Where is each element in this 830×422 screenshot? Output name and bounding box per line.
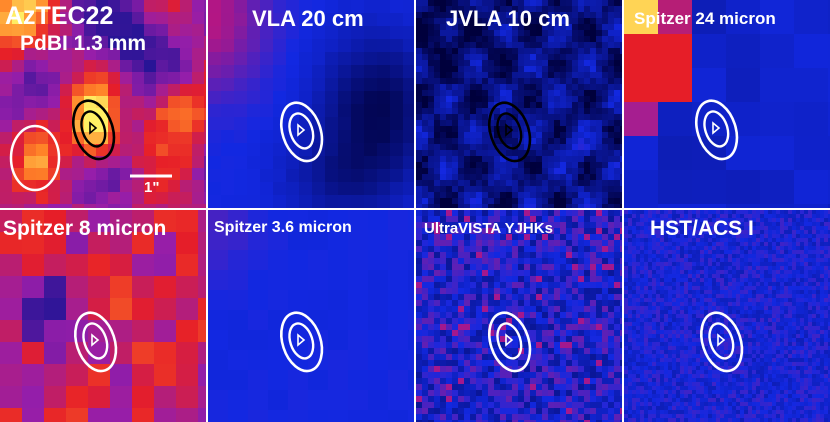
panel-hst: HST/ACS I bbox=[624, 210, 830, 422]
panel-irac8: Spitzer 8 micron bbox=[0, 210, 206, 422]
source-contours bbox=[700, 311, 744, 373]
source-contours bbox=[488, 311, 532, 373]
panel-title-hst: HST/ACS I bbox=[650, 217, 754, 240]
uvista-image bbox=[416, 210, 622, 422]
jvla-image bbox=[416, 0, 622, 208]
panel-title-irac8: Spitzer 8 micron bbox=[3, 217, 167, 240]
scale-bar-label: 1" bbox=[144, 179, 160, 196]
beam-ellipse bbox=[9, 124, 61, 192]
panel-vla: VLA 20 cm bbox=[208, 0, 414, 208]
panel-title-uvista: UltraVISTA YJHKs bbox=[424, 220, 553, 237]
source-contours bbox=[280, 101, 324, 163]
panel-pdbi: AzTEC22 PdBI 1.3 mm 1" bbox=[0, 0, 206, 208]
panel-irac24: Spitzer 24 micron bbox=[624, 0, 830, 208]
panel-title-irac36: Spitzer 3.6 micron bbox=[214, 219, 352, 236]
source-contours bbox=[280, 311, 324, 373]
source-contours bbox=[74, 311, 118, 373]
panel-irac36: Spitzer 3.6 micron bbox=[208, 210, 414, 422]
panel-title-irac24: Spitzer 24 micron bbox=[634, 9, 776, 28]
panel-title-vla: VLA 20 cm bbox=[252, 6, 364, 31]
irac36-image bbox=[208, 210, 414, 422]
source-contours bbox=[488, 101, 532, 163]
vla-image bbox=[208, 0, 414, 208]
source-contours bbox=[72, 99, 116, 161]
panel-jvla: JVLA 10 cm bbox=[416, 0, 622, 208]
hst-image bbox=[624, 210, 830, 422]
panel-uvista: UltraVISTA YJHKs bbox=[416, 210, 622, 422]
irac24-image bbox=[624, 0, 830, 208]
pdbi-image bbox=[0, 0, 206, 208]
panel-title-jvla: JVLA 10 cm bbox=[446, 6, 570, 31]
panel-subtitle-pdbi: PdBI 1.3 mm bbox=[20, 32, 147, 55]
source-contours bbox=[695, 99, 739, 161]
panel-title-pdbi: AzTEC22 bbox=[5, 2, 114, 30]
irac8-image bbox=[0, 210, 206, 422]
